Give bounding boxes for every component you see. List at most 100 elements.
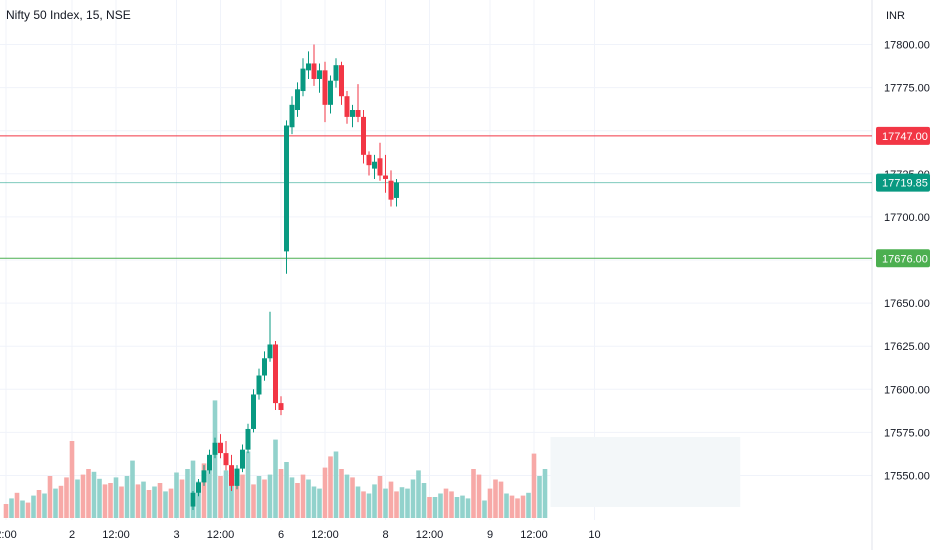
candle: [295, 82, 300, 117]
volume-bar: [284, 462, 289, 518]
candle: [273, 341, 278, 410]
candle-body: [190, 492, 196, 507]
candle-body: [289, 104, 295, 128]
candle: [278, 396, 284, 416]
volume-bar: [42, 493, 47, 518]
volume-bar: [388, 481, 394, 518]
candle: [361, 110, 366, 164]
volume-bar: [53, 488, 58, 518]
y-tick-label: 17700.00: [884, 212, 930, 224]
volume-bar: [163, 491, 168, 518]
volume-bar: [383, 488, 388, 518]
candle-body: [262, 358, 267, 376]
volume-bar: [146, 490, 152, 518]
candle: [350, 104, 355, 128]
volume-bar: [75, 479, 80, 518]
candle: [207, 449, 212, 474]
candle-body: [245, 428, 251, 450]
y-tick-label: 17600.00: [884, 384, 930, 396]
candle: [383, 154, 388, 193]
volume-bar: [86, 469, 91, 518]
volume-bar: [498, 481, 504, 518]
candle-body: [218, 442, 223, 454]
volume-bar: [108, 483, 113, 518]
x-tick-label: 12:00: [311, 529, 339, 541]
volume-bar: [157, 483, 163, 518]
candle-body: [355, 110, 361, 117]
x-tick-label: 2:00: [0, 529, 17, 541]
candle-body: [212, 442, 218, 455]
volume-bar: [542, 469, 548, 518]
price-tag-label: 17747.00: [882, 131, 928, 143]
candle-body: [311, 63, 317, 79]
volume-bar: [135, 484, 141, 518]
volume-bar: [58, 485, 64, 518]
volume-bar: [207, 465, 212, 518]
candle-body: [201, 470, 207, 483]
x-tick-label: 12:00: [207, 529, 235, 541]
volume-bar: [168, 488, 174, 518]
candle: [289, 96, 295, 135]
candle-body: [229, 465, 234, 486]
volume-bar: [251, 484, 256, 518]
volume-bar: [141, 481, 146, 518]
volume-bar: [31, 495, 36, 518]
candle: [339, 61, 344, 105]
candle: [372, 154, 377, 179]
volume-bar: [372, 484, 377, 518]
candle: [229, 454, 234, 492]
volume-bar: [273, 439, 278, 518]
candle-body: [300, 68, 306, 92]
volume-bar: [212, 400, 218, 518]
candle: [196, 478, 201, 497]
volume-bar: [361, 491, 366, 518]
candle-body: [350, 110, 355, 117]
candle: [328, 75, 333, 114]
candle-body: [278, 403, 284, 410]
volume-bar: [190, 460, 196, 518]
candle-body: [366, 154, 372, 166]
y-tick-label: 17550.00: [884, 471, 930, 483]
candle-body: [377, 158, 383, 176]
volume-bar: [438, 493, 443, 518]
y-tick-label: 17775.00: [884, 83, 930, 95]
candle-body: [273, 344, 278, 404]
volume-bar: [482, 500, 487, 518]
candle: [284, 120, 289, 274]
price-tag-resistance: 17747.00: [876, 126, 930, 145]
price-tag-bg: [876, 126, 930, 145]
candle: [234, 465, 240, 490]
x-tick-label: 12:00: [416, 529, 444, 541]
y-tick-label: 17800.00: [884, 39, 930, 51]
volume-bar: [410, 479, 416, 518]
volume-bar: [537, 476, 542, 518]
time-axis[interactable]: 2:00 2 12:00 3 12:00 6 12:00 8 12:00 9 12:00 10: [0, 529, 601, 541]
volume-bar: [471, 469, 476, 518]
y-tick-label: 17575.00: [884, 427, 930, 439]
volume-bar: [394, 491, 399, 518]
x-tick-label: 12:00: [102, 529, 130, 541]
candle: [333, 58, 339, 88]
candle-body: [372, 161, 377, 169]
candle: [355, 84, 361, 123]
volume-bar: [322, 467, 328, 518]
volume-bar: [311, 486, 317, 518]
candle: [344, 91, 350, 124]
candle-body: [333, 65, 339, 81]
candles: [190, 44, 399, 510]
grid: [0, 0, 873, 550]
volume-bar: [229, 467, 234, 518]
volume-bar: [256, 476, 262, 518]
volume-bar: [80, 474, 86, 518]
candle: [388, 170, 394, 207]
volume-bar: [520, 495, 526, 518]
candle-body: [196, 482, 201, 493]
candle-body: [317, 70, 322, 79]
volume-bar: [515, 498, 520, 518]
candle: [212, 437, 218, 459]
price-tag-bg: [876, 173, 930, 192]
candle: [201, 465, 207, 486]
volume-bar: [130, 460, 135, 518]
x-tick-label: 3: [173, 529, 179, 541]
